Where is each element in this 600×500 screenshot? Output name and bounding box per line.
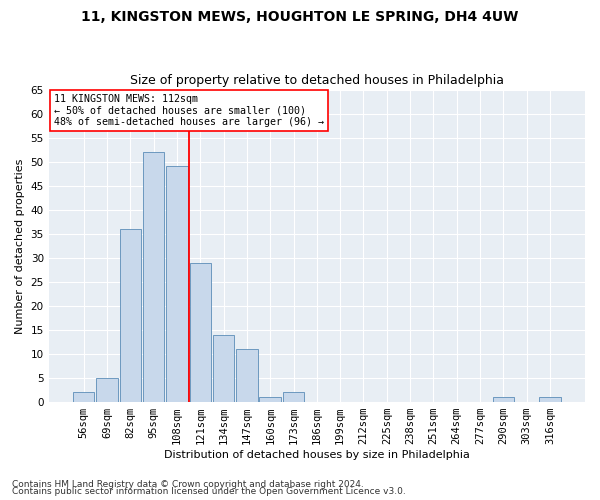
Bar [213, 335, 235, 402]
Bar [119, 229, 141, 402]
Bar [236, 349, 257, 402]
Bar [283, 392, 304, 402]
Title: Size of property relative to detached houses in Philadelphia: Size of property relative to detached ho… [130, 74, 504, 87]
Text: Contains HM Land Registry data © Crown copyright and database right 2024.: Contains HM Land Registry data © Crown c… [12, 480, 364, 489]
Bar [97, 378, 118, 402]
Bar [259, 398, 281, 402]
Text: 11 KINGSTON MEWS: 112sqm
← 50% of detached houses are smaller (100)
48% of semi-: 11 KINGSTON MEWS: 112sqm ← 50% of detach… [54, 94, 324, 128]
Bar [493, 398, 514, 402]
Bar [190, 262, 211, 402]
Bar [73, 392, 94, 402]
Bar [539, 398, 560, 402]
X-axis label: Distribution of detached houses by size in Philadelphia: Distribution of detached houses by size … [164, 450, 470, 460]
Bar [166, 166, 188, 402]
Y-axis label: Number of detached properties: Number of detached properties [15, 158, 25, 334]
Text: Contains public sector information licensed under the Open Government Licence v3: Contains public sector information licen… [12, 488, 406, 496]
Text: 11, KINGSTON MEWS, HOUGHTON LE SPRING, DH4 4UW: 11, KINGSTON MEWS, HOUGHTON LE SPRING, D… [82, 10, 518, 24]
Bar [143, 152, 164, 402]
